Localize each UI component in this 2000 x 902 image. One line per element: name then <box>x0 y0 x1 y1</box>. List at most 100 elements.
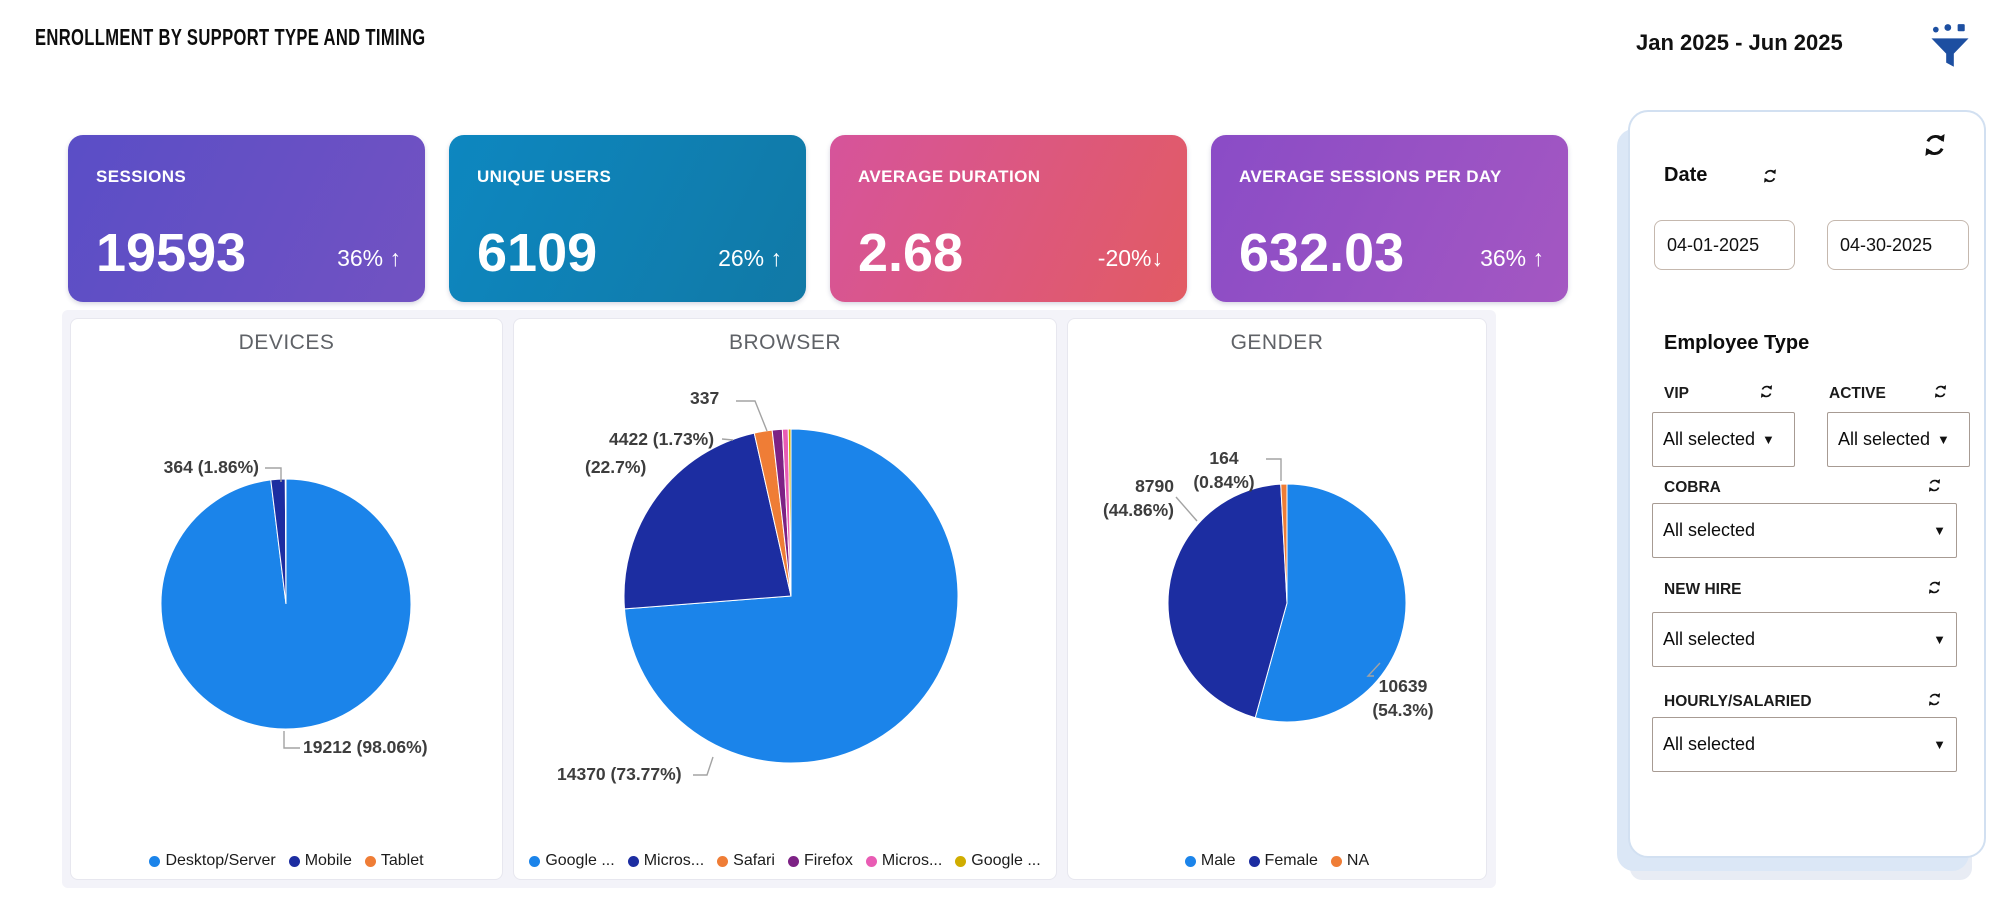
kpi-card-unique-users[interactable]: UNIQUE USERS 6109 26% ↑ <box>449 135 806 302</box>
legend-label: Firefox <box>803 852 853 869</box>
legend-dot-icon <box>1248 855 1260 867</box>
refresh-icon[interactable] <box>1762 168 1778 184</box>
chevron-down-icon: ▼ <box>1933 523 1946 538</box>
kpi-delta: -20%↓ <box>1097 245 1163 271</box>
refresh-icon[interactable] <box>1922 132 1948 158</box>
legend-dot-icon <box>1184 855 1196 867</box>
devices-chart-panel: DEVICES 364 (1.86%) 19212 (98.06%) Deskt… <box>70 318 503 880</box>
pie-slice[interactable] <box>1280 483 1288 604</box>
kpi-value: 6109 <box>477 223 598 283</box>
kpi-value-line: 19593 36% ↑ <box>96 226 401 280</box>
kpi-value-line: 6109 26% ↑ <box>477 226 782 280</box>
legend-dot-icon <box>787 855 799 867</box>
kpi-card-average-duration[interactable]: AVERAGE DURATION 2.68 -20%↓ <box>830 135 1187 302</box>
vip-dropdown[interactable]: All selected ▼ <box>1652 412 1795 467</box>
legend-dot-icon <box>865 855 877 867</box>
dropdown-value: All selected <box>1663 429 1756 449</box>
refresh-icon[interactable] <box>1759 384 1774 399</box>
pie-label-line: 164 <box>1209 448 1239 468</box>
legend-item[interactable]: Female <box>1248 852 1318 870</box>
kpi-label: SESSIONS <box>96 167 187 186</box>
pie-label: (22.7%) <box>585 457 647 477</box>
pie-slice[interactable] <box>284 478 287 605</box>
pie-slice[interactable] <box>1254 483 1407 723</box>
kpi-value: 2.68 <box>858 223 964 283</box>
legend-item[interactable]: NA <box>1330 852 1370 870</box>
pie-label: 337 <box>690 388 720 408</box>
legend-label: NA <box>1346 852 1370 869</box>
gender-legend: Male Female NA <box>1068 852 1486 870</box>
refresh-icon[interactable] <box>1927 692 1942 707</box>
legend-label: Google ... <box>971 852 1041 869</box>
hourly-salaried-dropdown[interactable]: All selected ▼ <box>1652 717 1957 772</box>
legend-item[interactable]: Mobile <box>288 852 352 870</box>
filter-funnel-icon[interactable] <box>1928 22 1972 70</box>
kpi-delta: 36% ↑ <box>337 245 401 271</box>
callout-line <box>283 731 300 749</box>
callout-line <box>1266 458 1282 481</box>
pie-label: 8790 (44.86%) <box>1084 475 1174 522</box>
legend-label: Tablet <box>380 852 424 869</box>
devices-legend: Desktop/Server Mobile Tablet <box>71 852 502 870</box>
legend-dot-icon <box>717 855 729 867</box>
chart-title: DEVICES <box>238 331 335 354</box>
filter-panel: Date Employee Type VIP ACTIVE All select… <box>1628 110 1986 858</box>
slicer-label-active: ACTIVE <box>1829 385 1886 402</box>
devices-pie-chart <box>160 467 412 749</box>
pie-slice[interactable] <box>1167 483 1288 719</box>
date-to-input[interactable] <box>1827 220 1969 270</box>
cobra-dropdown[interactable]: All selected ▼ <box>1652 503 1957 558</box>
dropdown-value: All selected <box>1838 429 1931 449</box>
browser-chart-panel: BROWSER 337 4422 (1.73%) (22.7%) 14370 (… <box>513 318 1057 880</box>
dropdown-value: All selected <box>1663 629 1756 649</box>
slicer-label-cobra: COBRA <box>1664 479 1721 496</box>
active-dropdown[interactable]: All selected ▼ <box>1827 412 1970 467</box>
new-hire-dropdown[interactable]: All selected ▼ <box>1652 612 1957 667</box>
kpi-card-avg-sessions-per-day[interactable]: AVERAGE SESSIONS PER DAY 632.03 36% ↑ <box>1211 135 1568 302</box>
browser-pie-chart <box>623 400 959 776</box>
pie-label: 10639 (54.3%) <box>1363 675 1443 722</box>
legend-item[interactable]: Tablet <box>364 852 424 870</box>
legend-dot-icon <box>364 855 376 867</box>
refresh-icon[interactable] <box>1927 580 1942 595</box>
refresh-icon[interactable] <box>1933 384 1948 399</box>
callout-line <box>736 400 768 432</box>
date-range-label: Jan 2025 - Jun 2025 <box>1636 30 1843 55</box>
legend-item[interactable]: Micros... <box>627 852 704 870</box>
legend-item[interactable]: Firefox <box>787 852 853 870</box>
date-slicer-heading: Date <box>1664 164 1708 186</box>
employee-type-heading: Employee Type <box>1664 332 1810 354</box>
callout-line <box>721 438 734 441</box>
date-from-input[interactable] <box>1654 220 1795 270</box>
legend-dot-icon <box>529 855 541 867</box>
legend-item[interactable]: Google ... <box>955 852 1041 870</box>
callout-line <box>1175 496 1198 522</box>
pie-label: 164 (0.84%) <box>1179 447 1269 494</box>
legend-item[interactable]: Micros... <box>865 852 943 870</box>
legend-label: Google ... <box>545 852 615 869</box>
legend-item[interactable]: Google ... <box>529 852 615 870</box>
legend-item[interactable]: Desktop/Server <box>149 852 276 870</box>
kpi-card-sessions[interactable]: SESSIONS 19593 36% ↑ <box>68 135 425 302</box>
kpi-delta: 26% ↑ <box>718 245 782 271</box>
chevron-down-icon: ▼ <box>1933 632 1946 647</box>
legend-label: Micros... <box>881 852 943 869</box>
legend-item[interactable]: Safari <box>717 852 775 870</box>
pie-label: 14370 (73.77%) <box>557 764 682 784</box>
legend-label: Mobile <box>304 852 352 869</box>
page-title: ENROLLMENT BY SUPPORT TYPE AND TIMING <box>35 24 426 50</box>
legend-item[interactable]: Male <box>1184 852 1236 870</box>
legend-label: Female <box>1264 852 1318 869</box>
pie-label-line: (54.3%) <box>1372 699 1434 720</box>
kpi-card-row: SESSIONS 19593 36% ↑ UNIQUE USERS 6109 2… <box>68 135 1568 302</box>
pie-slice[interactable] <box>623 432 792 610</box>
legend-dot-icon <box>149 855 161 867</box>
refresh-icon[interactable] <box>1927 478 1942 493</box>
callout-line <box>1366 662 1381 677</box>
chevron-down-icon: ▼ <box>1762 432 1775 447</box>
pie-slice[interactable] <box>787 428 792 597</box>
kpi-label: UNIQUE USERS <box>477 167 612 186</box>
kpi-label: AVERAGE DURATION <box>858 167 1041 186</box>
pie-label-line: 10639 <box>1378 676 1428 696</box>
